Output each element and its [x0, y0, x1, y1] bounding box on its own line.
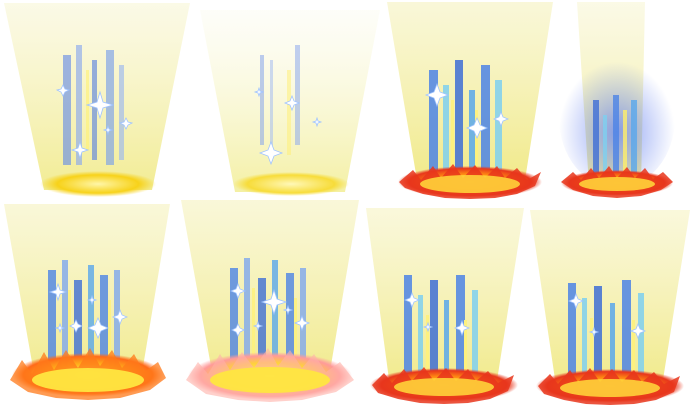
- blue-streaks: [260, 45, 300, 155]
- flame-ring: [398, 164, 542, 199]
- flame-ring: [536, 368, 684, 405]
- flame-ring: [561, 166, 673, 198]
- sparkle-icon: [403, 291, 471, 337]
- effect-frame-4: [555, 0, 692, 205]
- blue-streaks: [568, 280, 644, 386]
- sparkle-icon: [55, 84, 134, 160]
- flame-ring: [186, 348, 354, 402]
- sparkle-icon: [253, 86, 323, 166]
- gold-base-glow: [233, 172, 349, 196]
- sparkle-icon: [229, 282, 311, 337]
- effect-frame-7: [364, 205, 526, 418]
- effect-frame-3: [385, 0, 555, 205]
- flame-ring: [10, 348, 166, 400]
- blue-streaks: [429, 60, 502, 180]
- light-beam: [181, 200, 359, 383]
- blue-streaks: [593, 95, 637, 185]
- flame-ring: [370, 367, 518, 404]
- effect-frame-6: [178, 198, 362, 418]
- blue-streaks: [63, 45, 124, 165]
- light-beam: [4, 204, 170, 385]
- gold-base-glow: [40, 171, 156, 197]
- sparkle-icon: [567, 292, 647, 340]
- effect-frame-1: [0, 0, 195, 200]
- effect-frame-2: [195, 0, 385, 200]
- sparkle-icon: [48, 282, 129, 340]
- effect-frame-5: [0, 200, 175, 418]
- sparkle-icon: [424, 82, 510, 140]
- effect-frame-8: [528, 208, 692, 418]
